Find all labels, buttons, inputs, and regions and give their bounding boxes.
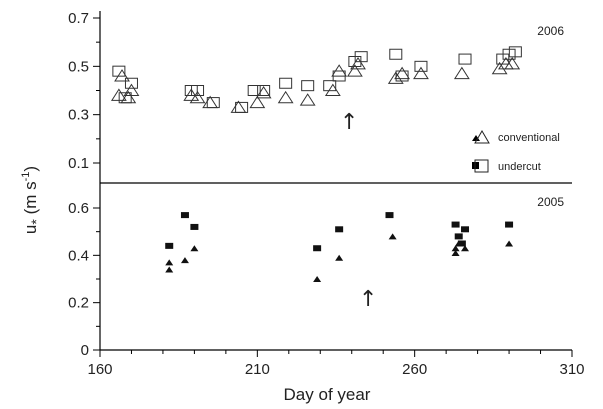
point-2006-undercut	[332, 70, 346, 82]
point-2005-undercut	[190, 223, 199, 230]
x-tick-label: 160	[87, 361, 112, 378]
y-tick-label-2005: 0.4	[68, 247, 89, 264]
point-2006-conventional	[202, 95, 219, 109]
point-2005-undercut	[313, 245, 322, 252]
y-tick-label-2005: 0.2	[68, 295, 89, 312]
point-2005-undercut	[505, 221, 514, 228]
data-points	[110, 46, 522, 282]
y-axis-title-main: u	[21, 225, 40, 234]
y-tick-label-2006: 0.3	[68, 107, 89, 124]
point-2005-undercut	[180, 212, 189, 219]
annotation-arrow-2005: ↑	[359, 287, 377, 312]
point-2006-undercut	[301, 80, 315, 92]
point-2005-undercut	[335, 226, 344, 233]
point-2005-undercut	[461, 226, 470, 233]
point-2006-undercut	[191, 85, 205, 96]
x-axis-title: Day of year	[284, 385, 371, 404]
point-2006-conventional	[183, 88, 200, 101]
point-2006-conventional	[346, 64, 363, 77]
point-2006-undercut	[395, 70, 409, 82]
point-2005-conventional	[335, 254, 344, 261]
legend-label-conventional: conventional	[498, 132, 560, 144]
y-tick-label-2006: 0.1	[68, 155, 89, 172]
y-axis-title-units: (m s	[21, 181, 40, 219]
legend-label-undercut: undercut	[498, 161, 541, 173]
y-tick-label-2006: 0.5	[68, 58, 89, 75]
point-2006-conventional	[114, 69, 130, 82]
point-2006-conventional	[249, 95, 266, 109]
point-2005-undercut	[457, 240, 466, 247]
y-tick-label-2006: 0.7	[68, 10, 89, 27]
point-2006-undercut	[354, 51, 368, 63]
y-tick-label-2005: 0.6	[68, 200, 89, 217]
axis-ticks	[93, 17, 573, 357]
point-2006-undercut	[112, 65, 126, 77]
y-axis-title-subscript: *	[28, 219, 44, 225]
point-2006-conventional	[387, 71, 404, 84]
x-tick-label: 210	[245, 361, 270, 378]
point-2005-conventional	[505, 240, 514, 247]
point-2005-undercut	[451, 221, 460, 228]
point-2006-undercut	[124, 77, 138, 89]
y-tick-label-2005: 0	[81, 342, 89, 359]
point-2005-conventional	[190, 245, 199, 252]
point-2006-undercut	[206, 97, 220, 109]
legend-entry-undercut: undercut	[472, 159, 541, 173]
point-2006-conventional	[350, 56, 366, 70]
panel-label-2005: 2005	[537, 195, 564, 209]
panel-label-2006: 2006	[537, 24, 564, 38]
point-2006-undercut	[458, 53, 472, 65]
point-2006-undercut	[508, 46, 522, 58]
point-2006-undercut	[389, 48, 403, 60]
point-2006-undercut	[247, 85, 261, 96]
point-2006-undercut	[414, 60, 428, 72]
point-2006-conventional	[230, 100, 247, 113]
plot-frame	[99, 11, 572, 351]
point-2005-conventional	[165, 259, 174, 266]
point-2006-conventional	[453, 66, 470, 80]
point-2005-conventional	[313, 276, 322, 282]
point-2005-undercut	[165, 242, 174, 249]
legend-marker-conventional-filled	[472, 135, 480, 141]
point-2006-conventional	[413, 66, 429, 80]
legend-marker-conventional-open	[474, 130, 490, 144]
x-tick-label: 310	[559, 361, 584, 378]
point-2006-conventional	[299, 93, 316, 106]
point-2006-undercut	[323, 80, 337, 92]
point-2006-undercut	[118, 92, 132, 104]
point-2006-conventional	[394, 66, 410, 80]
point-2005-conventional	[451, 249, 460, 256]
point-2006-conventional	[277, 90, 294, 104]
legend-marker-undercut-open	[474, 159, 489, 173]
point-2006-conventional	[491, 61, 508, 75]
point-2006-conventional	[324, 83, 341, 96]
point-2005-conventional	[461, 245, 470, 252]
legend: conventional undercut	[472, 130, 560, 173]
point-2006-conventional	[255, 85, 272, 99]
tick-labels: 0.1 0.3 0.5 0.7 0 0.2 0.4 0.6 160 210 260 310	[68, 10, 584, 378]
y-axis-title-exponent: -1	[20, 172, 32, 182]
point-2005-conventional	[451, 245, 460, 252]
annotation-arrow-2006: ↑	[340, 110, 358, 135]
x-tick-label: 260	[402, 361, 427, 378]
point-2006-undercut	[279, 77, 293, 89]
point-2006-undercut	[235, 101, 249, 113]
point-2005-undercut	[454, 233, 463, 240]
point-2005-undercut	[385, 212, 394, 219]
point-2005-conventional	[388, 233, 397, 240]
legend-entry-conventional: conventional	[472, 130, 560, 144]
point-2006-undercut	[257, 85, 271, 96]
point-2006-conventional	[189, 90, 206, 104]
y-axis-title-close: )	[21, 166, 40, 172]
point-2005-conventional	[165, 266, 174, 273]
point-2005-conventional	[180, 257, 189, 264]
y-axis-title: u* (m s-1)	[20, 166, 44, 234]
